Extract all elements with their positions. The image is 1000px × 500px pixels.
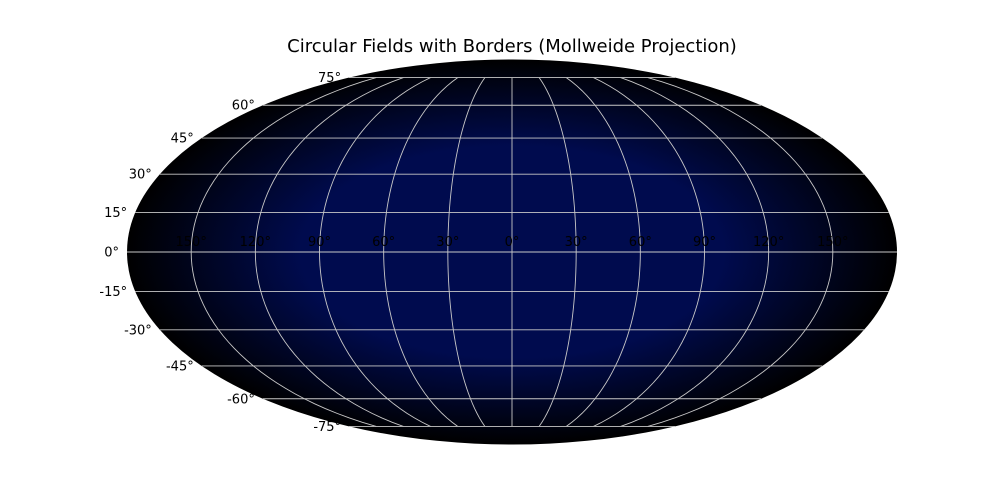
chart-title: Circular Fields with Borders (Mollweide … — [287, 36, 737, 57]
meridian-line — [383, 77, 458, 427]
longitude-tick-label: 150° — [176, 235, 207, 250]
meridian-line — [647, 77, 834, 427]
latitude-labels: 75° 60° 45° 30° 15° 0° -15° -30° -45° -60° -75° — [99, 71, 341, 435]
longitude-tick-label: 90° — [693, 235, 716, 250]
latitude-tick-label: -15° — [99, 285, 127, 300]
longitude-labels: 150° 120° 90° 60° 30° 0° 30° 60° 90° 120° 150° — [176, 235, 849, 250]
meridian-line — [538, 77, 577, 427]
longitude-tick-label: 0° — [505, 235, 520, 250]
longitude-tick-label: 30° — [565, 235, 588, 250]
meridian-line — [566, 77, 641, 427]
latitude-tick-label: 75° — [318, 71, 341, 86]
longitude-tick-label: 60° — [629, 235, 652, 250]
meridian-line — [190, 77, 377, 427]
graticule — [127, 77, 897, 427]
latitude-tick-label: -30° — [124, 323, 152, 338]
latitude-tick-label: -45° — [166, 359, 194, 374]
longitude-tick-label: 120° — [240, 235, 271, 250]
meridian-line — [620, 77, 770, 427]
latitude-tick-label: 15° — [104, 206, 127, 221]
longitude-tick-label: 90° — [308, 235, 331, 250]
latitude-tick-label: 60° — [232, 99, 255, 114]
latitude-tick-label: 0° — [104, 246, 119, 261]
longitude-tick-label: 60° — [372, 235, 395, 250]
latitude-tick-label: -75° — [313, 420, 341, 435]
latitude-tick-label: 30° — [129, 168, 152, 183]
longitude-tick-label: 30° — [436, 235, 459, 250]
longitude-tick-label: 150° — [817, 235, 848, 250]
longitude-tick-label: 120° — [753, 235, 784, 250]
meridian-line — [254, 77, 404, 427]
meridian-line — [447, 77, 486, 427]
meridian-line — [593, 77, 705, 427]
meridian-line — [319, 77, 431, 427]
latitude-tick-label: -60° — [227, 392, 255, 407]
latitude-tick-label: 45° — [171, 132, 194, 147]
